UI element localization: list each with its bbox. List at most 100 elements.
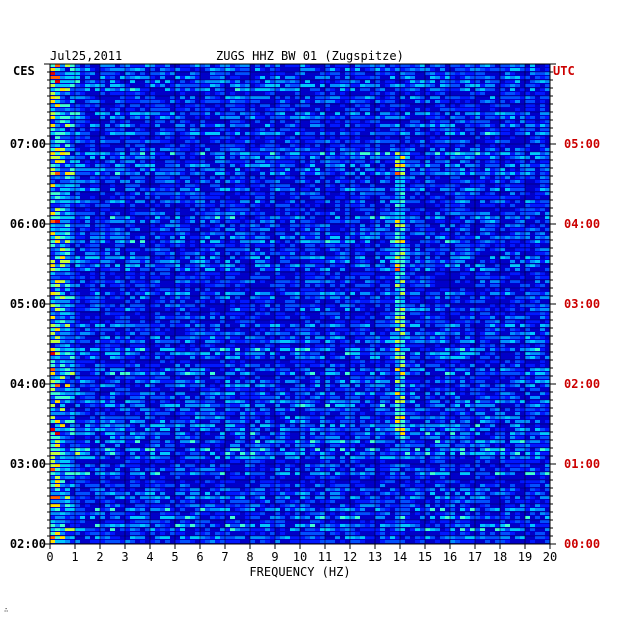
spectrogram-cell: [295, 180, 300, 183]
spectrogram-cell: [390, 132, 395, 135]
spectrogram-cell: [205, 236, 210, 239]
spectrogram-cell: [330, 160, 335, 163]
spectrogram-cell: [305, 136, 310, 139]
spectrogram-cell: [405, 160, 410, 163]
spectrogram-cell: [325, 104, 330, 107]
spectrogram-cell: [355, 244, 360, 247]
spectrogram-cell: [460, 240, 465, 243]
spectrogram-cell: [245, 100, 250, 103]
spectrogram-cell: [325, 256, 330, 259]
spectrogram-cell: [70, 276, 75, 279]
spectrogram-cell: [95, 200, 100, 203]
spectrogram-cell: [350, 84, 355, 87]
spectrogram-cell: [515, 80, 520, 83]
spectrogram-cell: [290, 292, 295, 295]
spectrogram-cell: [475, 188, 480, 191]
spectrogram-cell: [335, 64, 340, 67]
spectrogram-cell: [70, 348, 75, 351]
spectrogram-cell: [400, 176, 405, 179]
spectrogram-cell: [400, 220, 405, 223]
spectrogram-cell: [365, 100, 370, 103]
spectrogram-cell: [55, 164, 60, 167]
spectrogram-cell: [400, 148, 405, 151]
spectrogram-cell: [365, 104, 370, 107]
spectrogram-cell: [460, 216, 465, 219]
spectrogram-cell: [185, 108, 190, 111]
spectrogram-cell: [195, 164, 200, 167]
spectrogram-cell: [460, 340, 465, 343]
spectrogram-cell: [415, 220, 420, 223]
spectrogram-cell: [225, 228, 230, 231]
spectrogram-cell: [325, 72, 330, 75]
spectrogram-cell: [315, 336, 320, 339]
spectrogram-cell: [55, 232, 60, 235]
spectrogram-cell: [185, 220, 190, 223]
spectrogram-cell: [245, 92, 250, 95]
spectrogram-cell: [495, 308, 500, 311]
spectrogram-cell: [540, 304, 545, 307]
spectrogram-cell: [180, 76, 185, 79]
spectrogram-cell: [450, 224, 455, 227]
spectrogram-cell: [415, 180, 420, 183]
spectrogram-cell: [535, 140, 540, 143]
spectrogram-cell: [325, 64, 330, 67]
spectrogram-cell: [250, 80, 255, 83]
spectrogram-cell: [100, 252, 105, 255]
spectrogram-cell: [540, 308, 545, 311]
spectrogram-cell: [355, 152, 360, 155]
spectrogram-cell: [255, 76, 260, 79]
spectrogram-cell: [440, 272, 445, 275]
spectrogram-cell: [450, 268, 455, 271]
spectrogram-cell: [70, 140, 75, 143]
spectrogram-cell: [385, 96, 390, 99]
spectrogram-cell: [540, 132, 545, 135]
spectrogram-cell: [315, 156, 320, 159]
spectrogram-cell: [500, 236, 505, 239]
spectrogram-cell: [445, 228, 450, 231]
spectrogram-cell: [55, 252, 60, 255]
spectrogram-cell: [50, 288, 55, 291]
spectrogram-cell: [435, 176, 440, 179]
spectrogram-cell: [405, 200, 410, 203]
spectrogram-cell: [450, 208, 455, 211]
spectrogram-cell: [370, 332, 375, 335]
spectrogram-cell: [505, 316, 510, 319]
spectrogram-cell: [140, 92, 145, 95]
spectrogram-cell: [140, 244, 145, 247]
spectrogram-cell: [370, 340, 375, 343]
spectrogram-cell: [220, 76, 225, 79]
spectrogram-cell: [105, 232, 110, 235]
spectrogram-cell: [395, 300, 400, 303]
spectrogram-cell: [160, 248, 165, 251]
spectrogram-cell: [60, 188, 65, 191]
spectrogram-cell: [420, 112, 425, 115]
spectrogram-cell: [215, 208, 220, 211]
spectrogram-cell: [470, 332, 475, 335]
spectrogram-cell: [290, 300, 295, 303]
spectrogram-cell: [415, 96, 420, 99]
spectrogram-cell: [75, 112, 80, 115]
spectrogram-cell: [100, 76, 105, 79]
spectrogram-cell: [140, 68, 145, 71]
spectrogram-cell: [90, 252, 95, 255]
spectrogram-cell: [475, 80, 480, 83]
spectrogram-cell: [325, 248, 330, 251]
spectrogram-cell: [165, 116, 170, 119]
spectrogram-cell: [530, 120, 535, 123]
spectrogram-cell: [255, 180, 260, 183]
spectrogram-cell: [290, 324, 295, 327]
spectrogram-cell: [280, 132, 285, 135]
spectrogram-cell: [50, 100, 55, 103]
spectrogram-cell: [65, 72, 70, 75]
spectrogram-cell: [410, 280, 415, 283]
spectrogram-cell: [240, 172, 245, 175]
spectrogram-cell: [235, 332, 240, 335]
spectrogram-cell: [415, 112, 420, 115]
spectrogram-cell: [80, 276, 85, 279]
spectrogram-cell: [405, 224, 410, 227]
spectrogram-cell: [495, 68, 500, 71]
spectrogram-cell: [70, 200, 75, 203]
spectrogram-cell: [335, 164, 340, 167]
spectrogram-cell: [170, 172, 175, 175]
spectrogram-cell: [175, 180, 180, 183]
